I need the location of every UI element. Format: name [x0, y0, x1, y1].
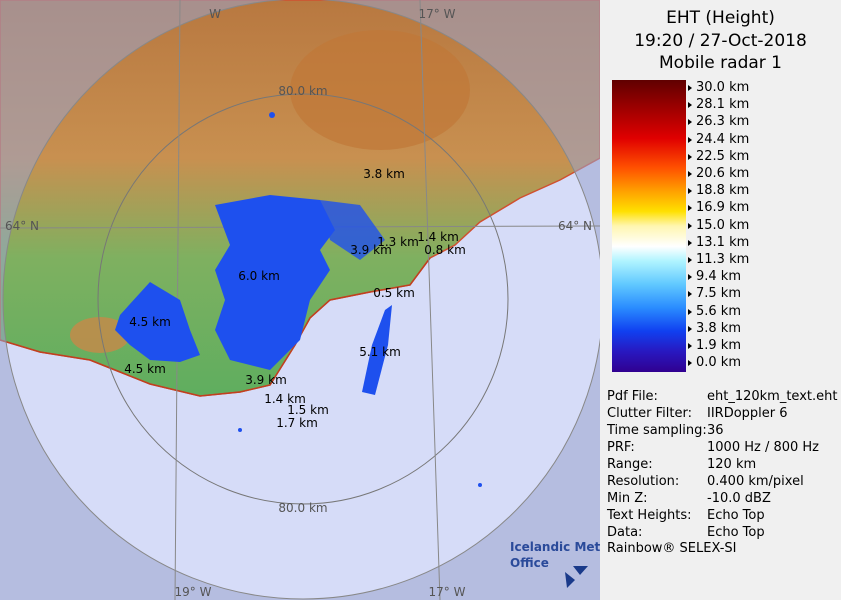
height-label: 0.5 km	[373, 286, 415, 300]
grid-label: 17° W	[419, 7, 456, 21]
legend-label: 11.3 km	[696, 252, 750, 267]
height-label: 3.9 km	[245, 373, 287, 387]
info-key: Resolution:	[607, 474, 680, 489]
info-key: PRF:	[607, 440, 635, 455]
legend-tick	[688, 308, 692, 315]
info-key: Pdf File:	[607, 389, 658, 404]
legend-label: 28.1 km	[696, 97, 750, 113]
legend-label: 26.3 km	[696, 114, 750, 130]
highland	[290, 30, 470, 150]
legend-tick	[688, 153, 692, 160]
height-label: 1.7 km	[276, 416, 318, 430]
info-value: 0.400 km/pixel	[707, 474, 804, 489]
legend-label: 13.1 km	[696, 234, 750, 250]
legend-tick	[688, 188, 692, 195]
grid-label: 80.0 km	[278, 501, 327, 515]
legend-tick	[688, 102, 692, 109]
legend-tick	[688, 274, 692, 281]
legend-label: 1.9 km	[696, 338, 741, 353]
legend-label: 16.9 km	[696, 200, 750, 216]
info-value: Echo Top	[707, 525, 765, 540]
echoes	[115, 112, 482, 487]
height-label: 0.8 km	[424, 243, 466, 257]
legend-label: 22.5 km	[696, 148, 750, 164]
legend-tick	[688, 360, 692, 367]
height-label: 4.5 km	[124, 362, 166, 376]
height-label: 3.9 km	[350, 243, 392, 257]
info-value: Echo Top	[707, 508, 765, 523]
info-key: Min Z:	[607, 491, 648, 506]
grid-label: 64° N	[5, 219, 39, 233]
legend-label: 24.4 km	[696, 131, 750, 147]
footer: Rainbow® SELEX-SI	[607, 541, 737, 556]
legend-tick	[688, 136, 692, 143]
height-label: 1.5 km	[287, 403, 329, 417]
grid-label: 80.0 km	[278, 84, 327, 98]
legend-label: 0.0 km	[696, 355, 741, 371]
height-label: 1.4 km	[264, 392, 306, 406]
legend-tick	[688, 85, 692, 91]
title: EHT (Height)	[666, 8, 775, 28]
grid-label: W	[209, 7, 221, 21]
legend-label: 5.6 km	[696, 303, 741, 319]
legend-tick	[688, 119, 692, 126]
legend-tick	[688, 325, 692, 332]
legend-label: 7.5 km	[696, 286, 741, 302]
legend-label: 9.4 km	[696, 269, 741, 285]
info-key: Time sampling:	[607, 423, 707, 438]
legend-tick	[688, 222, 692, 229]
info-value: IIRDoppler 6	[707, 406, 788, 421]
range-edge	[2, 0, 600, 600]
legend-label: 15.0 km	[696, 217, 750, 233]
legend-tick	[688, 239, 692, 246]
logo-text: Office	[510, 556, 549, 570]
title: Mobile radar 1	[659, 53, 782, 73]
info-value: eht_120km_text.eht	[707, 389, 838, 404]
info-key: Data:	[607, 525, 643, 540]
legend-tick	[688, 343, 692, 349]
highland	[70, 317, 130, 353]
logo: Icelandic Met Office	[510, 540, 600, 588]
coastline	[0, 257, 431, 397]
height-label: 3.8 km	[363, 167, 405, 181]
radar-map: Icelandic Met Office W 17° W 80.0 km 64° N 6…	[0, 0, 600, 600]
info-panel: EHT (Height) 19:20 / 27-Oct-2018 Mobile …	[600, 0, 841, 600]
height-label: 1.4 km	[417, 230, 459, 244]
grid-label: 64° N	[558, 219, 592, 233]
height-label: 5.1 km	[359, 345, 401, 359]
info-value: 120 km	[707, 457, 757, 472]
legend-tick	[688, 257, 692, 263]
height-label: 4.5 km	[129, 315, 171, 329]
info-key: Clutter Filter:	[607, 406, 692, 421]
logo-text: Icelandic Met	[510, 540, 600, 554]
legend-tick	[688, 171, 692, 177]
info-value: -10.0 dBZ	[707, 491, 771, 506]
range-ring	[97, 93, 509, 505]
out-of-range	[0, 0, 600, 600]
legend-tick	[688, 205, 692, 212]
title: 19:20 / 27-Oct-2018	[634, 31, 807, 51]
info-key: Text Heights:	[607, 508, 692, 523]
legend-tick	[688, 291, 692, 298]
height-label: 6.0 km	[238, 269, 280, 283]
legend-label: 20.6 km	[696, 166, 750, 181]
grid-label: 19° W	[175, 585, 212, 599]
info-value: 1000 Hz / 800 Hz	[707, 440, 820, 455]
grid-label: 17° W	[429, 585, 466, 599]
color-bar	[612, 80, 686, 372]
legend-label: 18.8 km	[696, 183, 750, 199]
legend-label: 30.0 km	[696, 80, 750, 95]
info-key: Range:	[607, 457, 653, 472]
info-value: 36	[707, 423, 724, 438]
legend-label: 3.8 km	[696, 320, 741, 336]
height-label: 1.3 km	[377, 235, 419, 249]
